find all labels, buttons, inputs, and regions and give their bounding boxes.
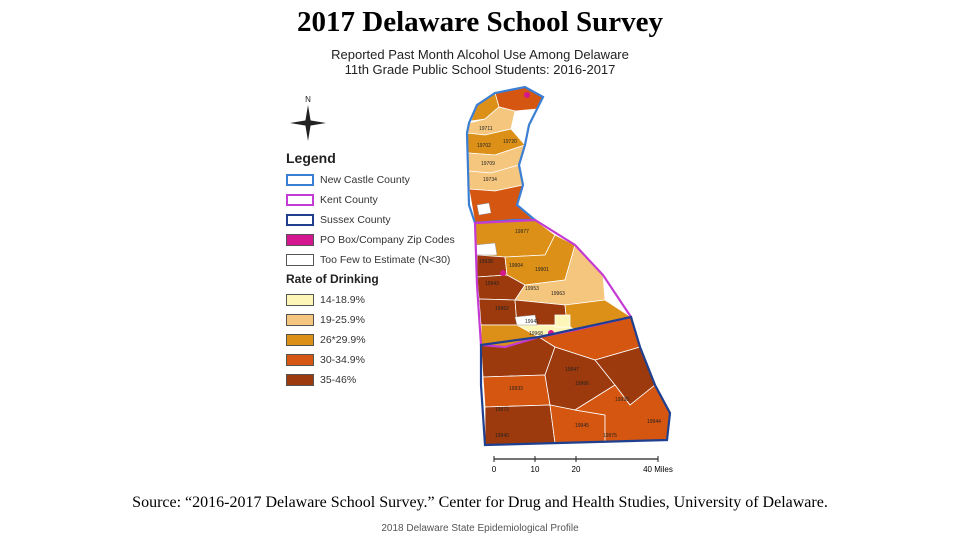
boundary-legend-item: Too Few to Estimate (N<30): [286, 250, 476, 270]
zip-code-label: 19966: [575, 381, 589, 387]
source-citation: Source: “2016-2017 Delaware School Surve…: [132, 494, 828, 511]
zip-code-label: 19940: [495, 433, 509, 439]
boundary-legend-item: PO Box/Company Zip Codes: [286, 230, 476, 250]
scale-tick-20: 20: [572, 465, 581, 474]
rate-legend-item: 19-25.9%: [286, 310, 476, 330]
boundary-label: PO Box/Company Zip Codes: [320, 234, 455, 246]
zip-code-label: 19709: [481, 161, 495, 167]
boundary-label: Kent County: [320, 194, 378, 206]
rate-label: 26*29.9%: [320, 334, 366, 346]
rate-label: 14-18.9%: [320, 294, 365, 306]
too-few-region: [514, 314, 538, 326]
too-few-region: [476, 202, 492, 216]
footer-text: 2018 Delaware State Epidemiological Prof…: [381, 523, 579, 534]
zip-region: [478, 298, 518, 326]
zip-code-label: 19711: [479, 126, 493, 132]
rate-label: 30-34.9%: [320, 354, 365, 366]
boundary-swatch: [286, 234, 314, 246]
zip-code-label: 19973: [495, 407, 509, 413]
too-few-region: [474, 242, 498, 256]
zip-code-label: 19953: [525, 286, 539, 292]
boundary-swatch: [286, 254, 314, 266]
boundary-label: Too Few to Estimate (N<30): [320, 254, 451, 266]
zip-code-label: 19968: [529, 331, 543, 337]
scale-tick-40: 40 Miles: [643, 465, 673, 474]
rate-heading: Rate of Drinking: [286, 272, 379, 286]
zip-code-label: 19947: [565, 367, 579, 373]
zip-region: [468, 184, 537, 224]
zip-code-label: 19702: [477, 143, 491, 149]
zip-code-label: 19977: [515, 229, 529, 235]
zip-code-label: 19904: [509, 263, 523, 269]
rate-legend-item: 14-18.9%: [286, 290, 476, 310]
map-figure: Reported Past Month Alcohol Use Among De…: [280, 45, 680, 477]
north-label: N: [305, 95, 311, 104]
zip-region: [554, 314, 571, 328]
rate-swatch: [286, 294, 314, 306]
legend-heading: Legend: [286, 150, 336, 166]
rate-label: 19-25.9%: [320, 314, 365, 326]
boundary-legend-item: Kent County: [286, 190, 476, 210]
boundary-label: Sussex County: [320, 214, 391, 226]
rate-legend-item: 26*29.9%: [286, 330, 476, 350]
rate-swatch: [286, 314, 314, 326]
rate-swatch: [286, 354, 314, 366]
scale-tick-10: 10: [531, 465, 540, 474]
map-title-line1: Reported Past Month Alcohol Use Among De…: [331, 47, 629, 62]
zip-code-label: 19734: [483, 177, 497, 183]
zip-code-label: 19975: [603, 433, 617, 439]
zip-code-label: 19945: [575, 423, 589, 429]
sussex-county-outline: [479, 315, 672, 447]
zip-code-label: 19930: [615, 397, 629, 403]
rate-swatch: [286, 374, 314, 386]
scale-tick-0: 0: [492, 465, 497, 474]
zip-code-label: 19963: [551, 291, 565, 297]
delaware-map: 19711 19702 19720 19709 19734 19977 19938 19904…: [465, 85, 672, 447]
boundary-legend-item: Sussex County: [286, 210, 476, 230]
north-arrow-icon: N: [290, 95, 326, 141]
po-box-zip-marker: [500, 270, 506, 276]
map-title-line2: 11th Grade Public School Students: 2016-…: [344, 62, 616, 77]
zip-code-label: 19933: [509, 386, 523, 392]
zip-code-label: 19938: [479, 259, 493, 265]
boundary-swatch: [286, 174, 314, 186]
boundary-legend-item: New Castle County: [286, 170, 476, 190]
boundary-swatch: [286, 194, 314, 206]
boundary-swatch: [286, 214, 314, 226]
scale-bar: 0 10 20 40 Miles: [492, 456, 673, 474]
rate-swatch: [286, 334, 314, 346]
rate-label: 35-46%: [320, 374, 357, 386]
rate-legend-item: 30-34.9%: [286, 350, 476, 370]
rate-legend-item: 35-46%: [286, 370, 476, 390]
zip-code-label: 19962: [495, 306, 509, 312]
zip-code-label: 19944: [647, 419, 661, 425]
zip-code-label: 19720: [503, 139, 517, 145]
zip-code-label: 19943: [485, 281, 499, 287]
slide-title: 2017 Delaware School Survey: [297, 6, 663, 38]
zip-code-label: 19901: [535, 267, 549, 273]
map-legend: Legend New Castle County Kent County Susse…: [286, 150, 476, 390]
zip-code-label: 19941: [525, 319, 539, 325]
po-box-zip-marker: [524, 92, 530, 98]
map-title: Reported Past Month Alcohol Use Among De…: [280, 47, 680, 77]
boundary-label: New Castle County: [320, 174, 410, 186]
